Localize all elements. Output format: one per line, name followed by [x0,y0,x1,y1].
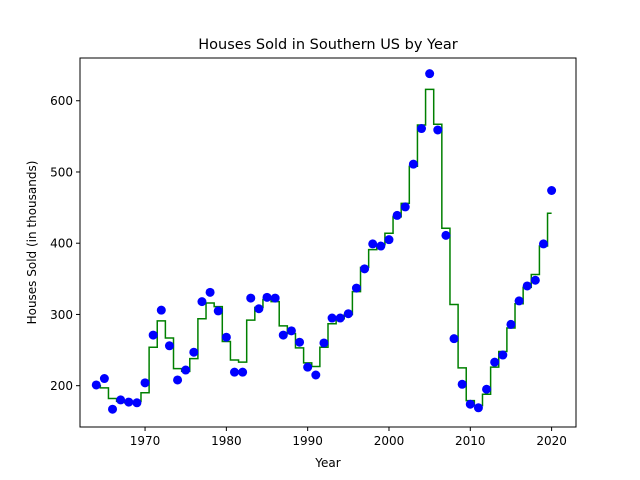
data-point [400,202,410,212]
data-point [132,398,142,408]
data-point [490,357,500,367]
data-point [384,235,394,245]
data-point [181,365,191,375]
data-point [425,69,435,79]
data-point [197,297,207,307]
data-point [189,347,199,357]
data-point [327,313,337,323]
y-axis-label: Houses Sold (in thousands) [25,161,39,325]
chart-title: Houses Sold in Southern US by Year [198,37,457,53]
y-axis: 200 300 400 500 600 [50,94,80,393]
x-tick-label: 1970 [130,434,161,448]
data-point [238,367,248,377]
data-point [522,281,532,291]
data-point [205,287,215,297]
data-point [343,309,353,319]
data-point [91,380,101,390]
data-point [417,124,427,134]
data-point [229,367,239,377]
data-point [148,330,158,340]
data-point [270,293,280,303]
x-tick-label: 2010 [455,434,486,448]
y-tick-label: 500 [50,165,73,179]
x-axis-label: Year [314,456,340,470]
data-point [457,379,467,389]
data-point [441,230,451,240]
data-point [498,350,508,360]
data-point [376,241,386,251]
data-point [140,378,150,388]
data-point [408,159,418,169]
data-point [124,397,134,407]
data-point [116,395,126,405]
data-point [108,404,118,414]
data-point [286,326,296,336]
x-axis: 1970 1980 1990 2000 2010 2020 [130,427,567,448]
y-tick-label: 600 [50,94,73,108]
data-point [164,341,174,351]
plot-frame [79,57,577,428]
data-point [465,399,475,409]
data-point [530,275,540,285]
plot-area-background [80,58,576,427]
y-tick-label: 200 [50,379,73,393]
data-point [360,264,370,274]
data-point [221,332,231,342]
data-point [335,313,345,323]
data-point [392,210,402,220]
data-point [319,338,329,348]
data-point [449,334,459,344]
y-tick-label: 400 [50,237,73,251]
data-point [473,403,483,413]
data-point [506,319,516,329]
data-point [482,384,492,394]
data-point [433,125,443,135]
data-point [514,296,524,306]
data-point [311,370,321,380]
y-tick-label: 300 [50,308,73,322]
data-point [262,292,272,302]
series-layer [91,69,557,414]
data-point [295,337,305,347]
data-point [246,293,256,303]
data-point [278,330,288,340]
data-point [351,283,361,293]
data-point [156,305,166,315]
data-point [303,362,313,372]
x-tick-label: 2020 [536,434,567,448]
data-point [547,185,557,195]
data-point [538,239,548,249]
data-point [368,239,378,249]
x-tick-label: 2000 [374,434,405,448]
data-point [99,374,109,384]
data-point [213,306,223,316]
data-point [173,375,183,385]
x-tick-label: 1980 [211,434,242,448]
x-tick-label: 1990 [292,434,323,448]
data-point [254,304,264,314]
